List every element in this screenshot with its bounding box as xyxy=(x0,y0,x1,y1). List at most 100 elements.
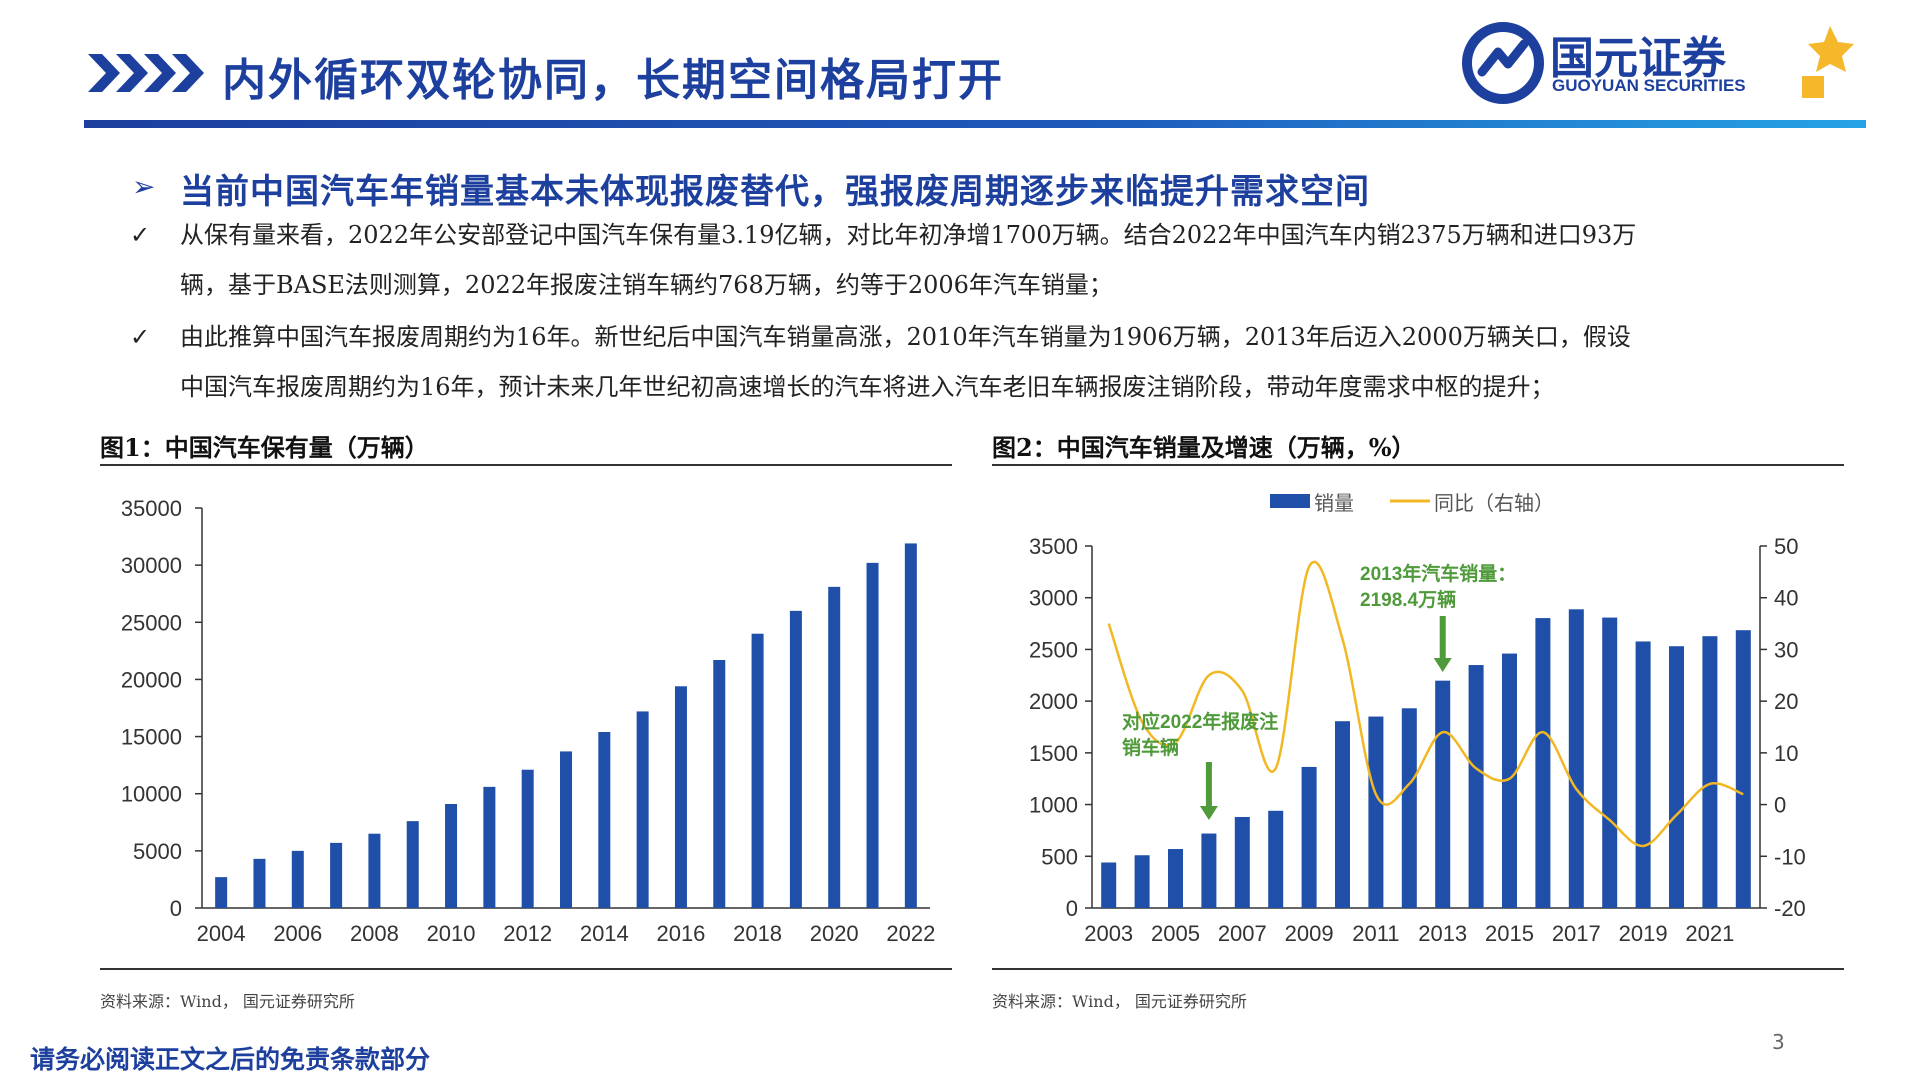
bar xyxy=(253,858,266,908)
bar xyxy=(1301,766,1317,908)
x-tick-label: 2020 xyxy=(810,921,859,946)
bar xyxy=(1568,609,1584,908)
bar xyxy=(751,633,764,908)
annotation-arrow-icon xyxy=(1199,806,1218,820)
bar xyxy=(1702,636,1718,908)
x-tick-label: 2013 xyxy=(1418,921,1467,946)
y-tick-label: 25000 xyxy=(121,610,182,635)
x-tick-label: 2022 xyxy=(886,921,935,946)
x-tick-label: 2005 xyxy=(1151,921,1200,946)
bar xyxy=(904,543,917,908)
x-tick-label: 2004 xyxy=(197,921,246,946)
chart-vehicle-sales: 销量 同比（右轴）0500100015002000250030003500-20-… xyxy=(1029,492,1806,946)
y-tick-label-left: 1500 xyxy=(1029,741,1078,766)
bar xyxy=(1134,855,1150,908)
y-tick-label-right: 50 xyxy=(1774,534,1798,559)
x-tick-label: 2012 xyxy=(503,921,552,946)
bar xyxy=(521,769,534,908)
bar xyxy=(636,711,649,908)
bar xyxy=(445,804,458,908)
logo-name: 国元证券 xyxy=(1550,33,1726,84)
bar xyxy=(1735,630,1751,908)
annotation-text: 对应2022年报废注 xyxy=(1122,710,1278,733)
chart-vehicle-ownership: 0 5000 10000 15000 20000 25000 30000 35000 2004 2… xyxy=(121,496,936,946)
bar xyxy=(1468,665,1484,908)
y-tick-label-left: 0 xyxy=(1066,896,1078,921)
disclaimer-note: 请务必阅读正文之后的免责条款部分 xyxy=(30,1045,431,1074)
bar xyxy=(406,821,419,908)
checkmark-icon: ✓ xyxy=(130,323,151,351)
x-tick-label: 2018 xyxy=(733,921,782,946)
logo-star-icon xyxy=(1802,26,1854,98)
x-tick-label: 2019 xyxy=(1619,921,1668,946)
x-tick-label: 2008 xyxy=(350,921,399,946)
figure-2-top-rule xyxy=(992,464,1844,466)
bar xyxy=(828,586,841,908)
y-tick-label-left: 2000 xyxy=(1029,689,1078,714)
bar xyxy=(789,610,802,908)
x-tick-label: 2010 xyxy=(427,921,476,946)
x-tick-label: 2021 xyxy=(1685,921,1734,946)
y-tick-label-right: 20 xyxy=(1774,689,1798,714)
bar xyxy=(368,833,381,908)
bullet-line: 辆，基于BASE法则测算，2022年报废注销车辆约768万辆，约等于2006年汽… xyxy=(180,271,1113,299)
figure-1-source: 资料来源：Wind， 国元证券研究所 xyxy=(100,992,355,1011)
y-tick-label: 10000 xyxy=(121,782,182,807)
bar xyxy=(330,842,343,908)
y-tick-label-left: 3500 xyxy=(1029,534,1078,559)
bar xyxy=(866,562,879,908)
y-tick-label-left: 2500 xyxy=(1029,637,1078,662)
headline-text: 当前中国汽车年销量基本未体现报废替代，强报废周期逐步来临提升需求空间 xyxy=(180,172,1370,212)
annotation-arrow-icon xyxy=(1433,658,1452,672)
annotation-text: 销车辆 xyxy=(1122,736,1179,759)
bar xyxy=(1435,680,1451,908)
y-tick-label-right: 0 xyxy=(1774,793,1786,818)
x-tick-label: 2014 xyxy=(580,921,629,946)
annotation-arrow-shaft xyxy=(1205,762,1212,808)
headline-arrow-icon: ➢ xyxy=(132,170,156,203)
figure-2-source: 资料来源：Wind， 国元证券研究所 xyxy=(992,992,1247,1011)
bullet-line: 从保有量来看，2022年公安部登记中国汽车保有量3.19亿辆，对比年初净增170… xyxy=(180,221,1637,249)
x-tick-label: 2007 xyxy=(1218,921,1267,946)
annotation-text: 2013年汽车销量： xyxy=(1360,562,1516,585)
bullet-line: 中国汽车报废周期约为16年，预计未来几年世纪初高速增长的汽车将进入汽车老旧车辆报… xyxy=(180,373,1555,401)
x-tick-label: 2003 xyxy=(1084,921,1133,946)
figure-1-bottom-rule xyxy=(100,968,952,970)
legend-label: 同比（右轴） xyxy=(1434,492,1554,515)
x-tick-label: 2009 xyxy=(1285,921,1334,946)
logo-english-name: GUOYUAN SECURITIES xyxy=(1552,76,1746,95)
bullet-line: 由此推算中国汽车报废周期约为16年。新世纪后中国汽车销量高涨，2010年汽车销量… xyxy=(180,323,1631,351)
y-tick-label-left: 1000 xyxy=(1029,793,1078,818)
x-tick-label: 2016 xyxy=(656,921,705,946)
bar xyxy=(1101,862,1117,908)
page-number: 3 xyxy=(1772,1030,1785,1054)
bar xyxy=(1335,721,1350,908)
y-tick-label-right: 30 xyxy=(1774,637,1798,662)
figure-1-top-rule xyxy=(100,464,952,466)
legend-bar-swatch xyxy=(1270,494,1310,508)
figure-2-bottom-rule xyxy=(992,968,1844,970)
growth-line xyxy=(1107,560,1744,848)
bar xyxy=(1635,641,1651,908)
y-tick-label-right: -10 xyxy=(1774,844,1806,869)
legend: 销量 同比（右轴） xyxy=(1270,492,1554,515)
y-tick-label: 35000 xyxy=(121,496,182,521)
y-tick-label: 20000 xyxy=(121,667,182,692)
bar xyxy=(1535,618,1551,908)
company-logo: 国元证券 GUOYUAN SECURITIES xyxy=(1460,18,1860,108)
bar xyxy=(674,686,687,908)
header-arrows-icon xyxy=(88,54,204,92)
legend-label: 销量 xyxy=(1314,492,1354,515)
x-tick-label: 2011 xyxy=(1352,921,1399,946)
bar xyxy=(1502,653,1517,908)
bar xyxy=(713,660,726,908)
bar xyxy=(1234,816,1250,908)
y-tick-label: 30000 xyxy=(121,553,182,578)
y-tick-label: 5000 xyxy=(133,839,182,864)
figure-2-title: 图2：中国汽车销量及增速（万辆，%） xyxy=(992,433,1416,462)
y-tick-label-left: 500 xyxy=(1041,844,1078,869)
figure-1-title: 图1：中国汽车保有量（万辆） xyxy=(100,433,429,462)
bullet-point: ✓ 由此推算中国汽车报废周期约为16年。新世纪后中国汽车销量高涨，2010年汽车… xyxy=(130,312,1830,412)
bar xyxy=(598,732,611,908)
bar xyxy=(1401,708,1417,908)
